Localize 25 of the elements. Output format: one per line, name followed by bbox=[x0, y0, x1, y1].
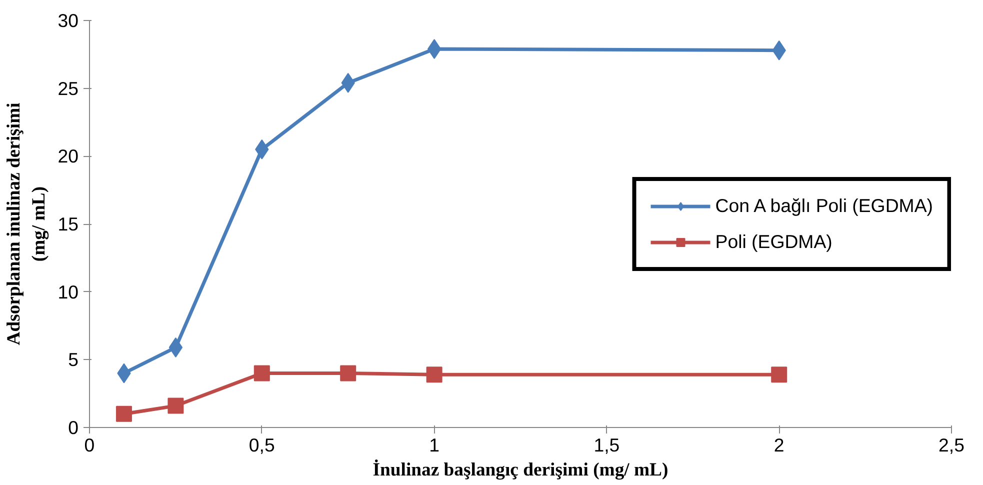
point bbox=[426, 366, 442, 383]
y-tick-label: 20 bbox=[58, 146, 79, 167]
x-tick-label: 0,5 bbox=[248, 434, 275, 456]
x-tick-label: 2 bbox=[774, 434, 784, 456]
point bbox=[427, 38, 442, 59]
point bbox=[168, 398, 184, 414]
x-tick-label: 0 bbox=[84, 434, 95, 456]
point bbox=[340, 365, 356, 382]
point bbox=[116, 406, 132, 422]
y-tick-label: 15 bbox=[58, 214, 79, 234]
y-tick-label: 10 bbox=[58, 281, 79, 302]
x-tick-label: 1 bbox=[429, 434, 440, 456]
point bbox=[254, 365, 270, 382]
legend-label: Con A bağlı Poli (EGDMA) bbox=[715, 194, 933, 216]
x-axis-title: İnulinaz başlangıç derişimi (mg/ mL) bbox=[372, 460, 668, 480]
y-axis-title: Adsorplanan inulinaz derişimi (mg/ mL) bbox=[4, 102, 50, 346]
point bbox=[771, 366, 788, 383]
x-tick-label: 2,5 bbox=[938, 434, 964, 456]
x-tick-label: 1,5 bbox=[594, 434, 620, 456]
y-tick-label: 5 bbox=[68, 349, 79, 370]
legend-label: Poli (EGDMA) bbox=[715, 230, 832, 252]
y-tick-label: 25 bbox=[58, 78, 79, 99]
point bbox=[168, 337, 183, 358]
y-tick-label: 0 bbox=[68, 417, 79, 438]
y-tick-label: 30 bbox=[58, 10, 79, 31]
